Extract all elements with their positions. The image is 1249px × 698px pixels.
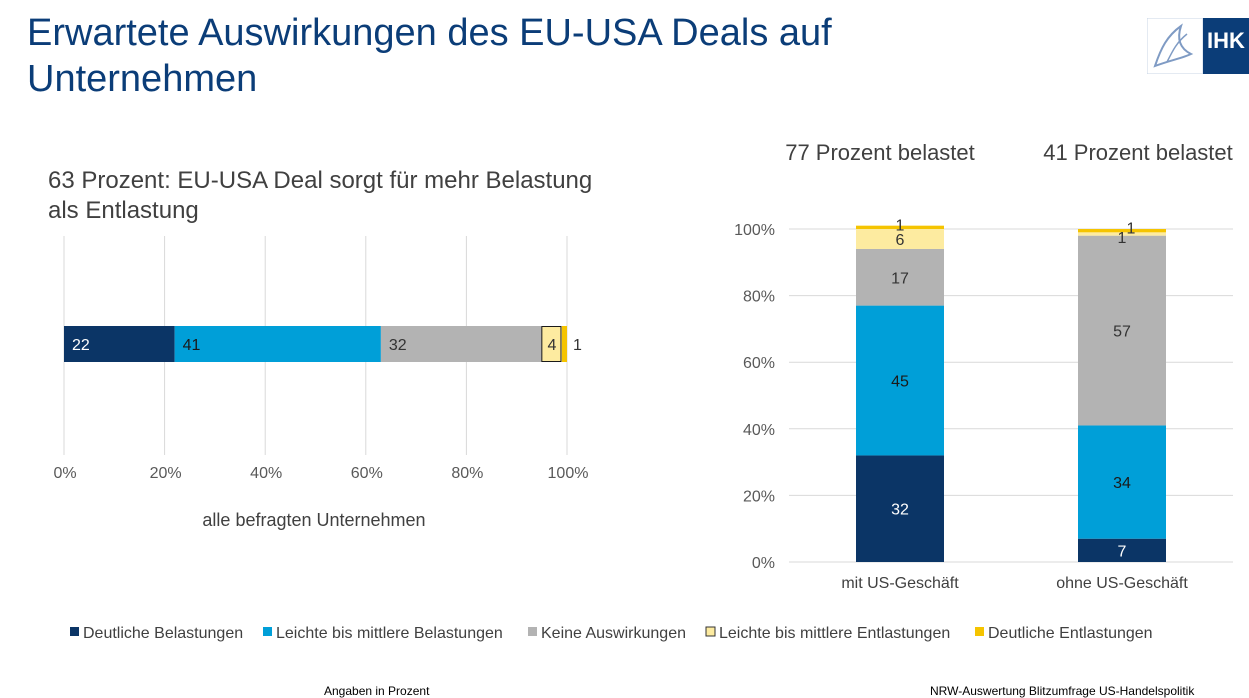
- left-bar-segment-outline: [541, 326, 562, 362]
- left-bar-segment: [561, 326, 567, 362]
- left-bar-data-label: 32: [389, 337, 407, 354]
- right-chart-category-label: mit US-Geschäft: [841, 575, 959, 592]
- right-chart-y-tick-label: 20%: [743, 488, 775, 505]
- footer-note: Angaben in Prozent: [324, 684, 430, 698]
- right-bar-data-label: 7: [1118, 543, 1127, 560]
- legend-item-label: Leichte bis mittlere Belastungen: [276, 625, 503, 642]
- left-chart-x-tick-label: 80%: [451, 465, 483, 482]
- legend-swatch: [70, 627, 79, 636]
- right-bar-segment: [856, 229, 944, 249]
- right-bar-data-label: 32: [891, 502, 909, 519]
- left-chart-title-line-1: 63 Prozent: EU-USA Deal sorgt für mehr B…: [48, 167, 592, 194]
- right-bar-segment: [1078, 232, 1166, 236]
- right-bar-data-label: 57: [1113, 324, 1131, 341]
- left-bar-segment: [541, 326, 562, 362]
- left-chart-x-axis-label: alle befragten Unternehmen: [202, 510, 425, 530]
- right-bar-segment: [1078, 229, 1166, 233]
- right-chart-y-tick-label: 40%: [743, 422, 775, 439]
- ihk-logo: IHK: [1146, 17, 1249, 75]
- legend-item-label: Deutliche Entlastungen: [988, 625, 1153, 642]
- left-chart-x-tick-label: 20%: [150, 465, 182, 482]
- legend-item-label: Keine Auswirkungen: [541, 625, 686, 642]
- legend-item-label: Leichte bis mittlere Entlastungen: [719, 625, 950, 642]
- left-bar-data-label: 22: [72, 337, 90, 354]
- legend-swatch: [705, 626, 716, 637]
- right-bar-data-label: 34: [1113, 475, 1131, 492]
- legend-swatch: [528, 627, 537, 636]
- left-bar-data-label: 4: [547, 337, 556, 354]
- right-bar-data-label: 45: [891, 374, 909, 391]
- right-bar-segment: [856, 248, 944, 306]
- left-bar-data-label: 1: [573, 337, 582, 354]
- right-bar-data-label: 1: [1118, 230, 1127, 247]
- right-bar-data-label: 1: [896, 217, 905, 234]
- right-bar-segment: [1078, 235, 1166, 426]
- page-title: Erwartete Auswirkungen des EU-USA Deals …: [27, 12, 832, 100]
- right-chart-column-header: 41 Prozent belastet: [1043, 140, 1233, 165]
- right-bar-data-label: 6: [896, 232, 905, 249]
- legend-swatch: [263, 627, 272, 636]
- logo-text: IHK: [1207, 28, 1245, 53]
- right-chart-y-tick-label: 100%: [734, 222, 775, 239]
- right-bar-segment: [856, 455, 944, 562]
- right-chart-y-tick-label: 80%: [743, 289, 775, 306]
- right-bar-segment: [1078, 425, 1166, 539]
- left-bar-segment: [64, 326, 175, 362]
- left-chart-x-tick-label: 60%: [351, 465, 383, 482]
- right-bar-data-label: 17: [891, 270, 909, 287]
- charts-canvas: 63 Prozent: EU-USA Deal sorgt für mehr B…: [48, 140, 1233, 642]
- right-chart-y-tick-label: 0%: [752, 555, 775, 572]
- right-chart-category-label: ohne US-Geschäft: [1056, 575, 1188, 592]
- right-bar-segment: [856, 225, 944, 229]
- left-chart-title-line-2: als Entlastung: [48, 197, 199, 224]
- footer-source: NRW-Auswertung Blitzumfrage US-Handelspo…: [930, 684, 1195, 698]
- right-bar-data-label: 1: [1127, 221, 1136, 238]
- right-bar-segment: [1078, 538, 1166, 562]
- left-bar-segment: [380, 326, 542, 362]
- left-bar-data-label: 41: [183, 337, 201, 354]
- right-chart-column-header: 77 Prozent belastet: [785, 140, 975, 165]
- legend-item-label: Deutliche Belastungen: [83, 625, 243, 642]
- left-chart-x-tick-label: 100%: [548, 465, 589, 482]
- right-chart-y-tick-label: 60%: [743, 355, 775, 372]
- left-bar-segment: [174, 326, 381, 362]
- legend-swatch: [975, 627, 984, 636]
- right-bar-segment: [856, 305, 944, 456]
- left-chart-x-tick-label: 0%: [53, 465, 76, 482]
- left-chart-x-tick-label: 40%: [250, 465, 282, 482]
